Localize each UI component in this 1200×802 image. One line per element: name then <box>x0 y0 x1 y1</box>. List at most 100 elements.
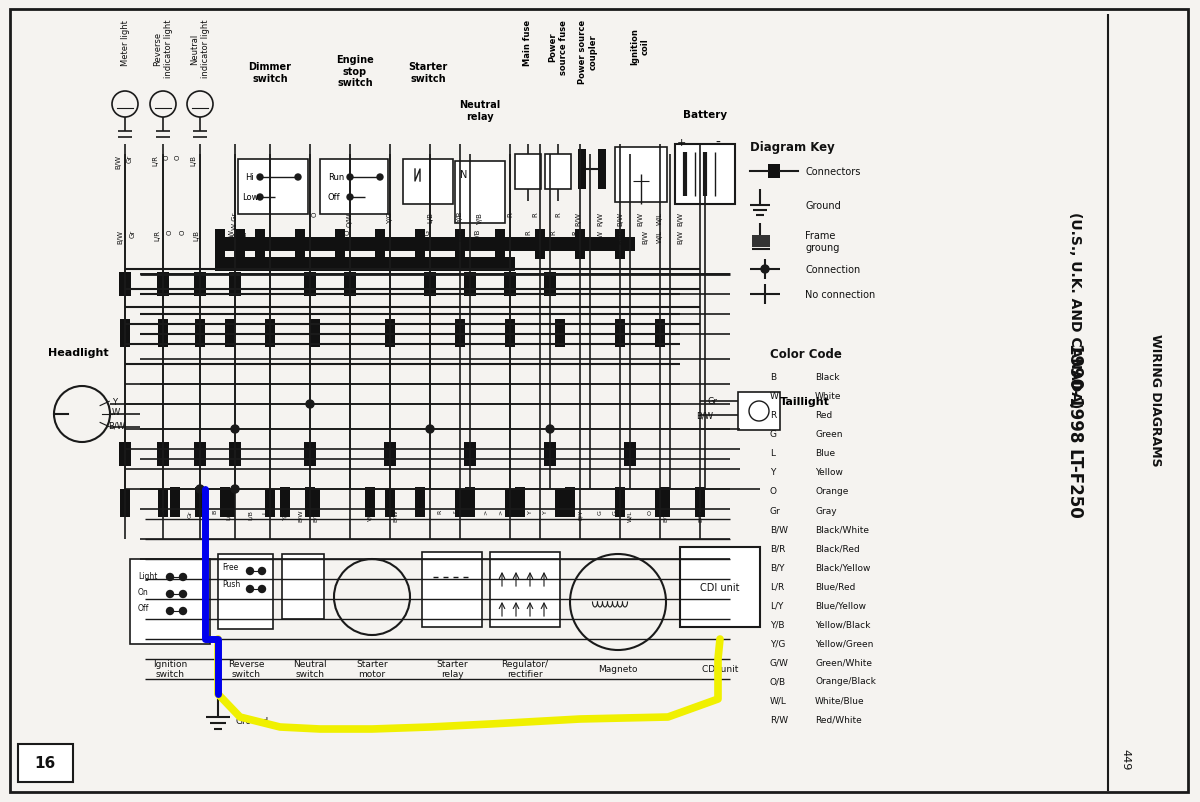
Text: Blue/Red: Blue/Red <box>815 581 856 591</box>
Bar <box>616 489 625 517</box>
Text: B/W: B/W <box>115 155 121 168</box>
Text: Y/B: Y/B <box>770 620 785 629</box>
Text: L/B: L/B <box>193 229 199 241</box>
Text: Low: Low <box>242 193 258 202</box>
Text: > W: > W <box>229 229 235 245</box>
Text: R: R <box>438 509 443 513</box>
Text: R: R <box>532 212 538 217</box>
Text: R: R <box>550 229 556 234</box>
Circle shape <box>258 568 265 575</box>
Text: Ground: Ground <box>805 200 841 211</box>
Bar <box>310 320 320 347</box>
Text: Green/White: Green/White <box>815 658 872 666</box>
Text: Red: Red <box>815 411 833 420</box>
Bar <box>545 155 571 190</box>
Text: Run: Run <box>328 173 344 182</box>
Circle shape <box>167 591 174 597</box>
Bar <box>385 489 395 517</box>
Bar <box>18 744 73 782</box>
Bar <box>455 489 466 517</box>
Text: W/L: W/L <box>770 695 787 705</box>
Bar <box>624 443 636 467</box>
Text: O/W: O/W <box>347 212 353 226</box>
Bar <box>305 488 314 517</box>
Text: -: - <box>715 136 720 150</box>
Text: >: > <box>512 509 517 515</box>
Text: Starter
motor: Starter motor <box>356 659 388 678</box>
Bar <box>616 229 625 260</box>
Text: G: G <box>770 430 778 439</box>
Text: Frame
groung: Frame groung <box>805 231 839 253</box>
Bar <box>774 164 780 179</box>
Text: L/B: L/B <box>247 509 252 519</box>
Bar <box>310 489 320 517</box>
Text: B/W: B/W <box>770 525 788 534</box>
Text: >: > <box>498 509 503 515</box>
Text: R/W: R/W <box>598 212 604 225</box>
Text: R: R <box>572 229 578 234</box>
Text: Black: Black <box>815 373 840 382</box>
Text: Starter
relay: Starter relay <box>436 659 468 678</box>
Text: V/B: V/B <box>367 509 372 520</box>
Text: L/R: L/R <box>770 581 785 591</box>
Text: Neutral
indicator light: Neutral indicator light <box>191 20 210 79</box>
Text: Battery: Battery <box>683 110 727 119</box>
Text: Power
source fuse: Power source fuse <box>548 20 568 75</box>
Text: Blue/Yellow: Blue/Yellow <box>815 601 866 610</box>
Text: Hi: Hi <box>245 173 253 182</box>
Text: >: > <box>482 509 487 515</box>
Bar <box>455 162 505 224</box>
Bar <box>504 273 516 297</box>
Bar <box>119 273 131 297</box>
Text: G: G <box>612 509 618 514</box>
Bar <box>505 489 515 517</box>
Bar <box>575 229 586 260</box>
Text: B/W: B/W <box>118 229 124 244</box>
Text: R: R <box>526 229 530 234</box>
Text: R/W: R/W <box>575 212 581 225</box>
Text: Magneto: Magneto <box>599 664 637 673</box>
Text: Starter
switch: Starter switch <box>408 62 448 83</box>
Text: B/Y: B/Y <box>577 509 582 520</box>
Circle shape <box>306 400 314 408</box>
Text: Green: Green <box>815 430 842 439</box>
Text: L: L <box>263 509 268 512</box>
Circle shape <box>761 265 769 273</box>
Bar <box>415 229 425 260</box>
Text: L/B: L/B <box>427 212 433 223</box>
Text: R: R <box>418 509 422 513</box>
Text: O: O <box>346 229 352 235</box>
Text: Gr: Gr <box>770 506 781 515</box>
Bar <box>157 443 169 467</box>
Text: R: R <box>508 212 514 217</box>
Circle shape <box>257 195 263 200</box>
Text: Blue: Blue <box>815 449 835 458</box>
Bar <box>194 489 205 517</box>
Text: B: B <box>770 373 776 382</box>
Text: B/W: B/W <box>392 509 397 522</box>
Text: B/Y: B/Y <box>203 509 208 520</box>
Text: +: + <box>677 138 685 148</box>
Text: r: r <box>452 509 457 512</box>
Bar <box>535 229 545 260</box>
Text: Regulator/
rectifier: Regulator/ rectifier <box>502 659 548 678</box>
Text: B/Y: B/Y <box>770 563 785 572</box>
Text: Y/G: Y/G <box>425 229 431 241</box>
Bar <box>256 229 265 260</box>
Text: 16: 16 <box>35 755 55 771</box>
Text: O: O <box>770 487 778 496</box>
Bar <box>130 559 210 644</box>
Text: Main fuse: Main fuse <box>523 20 533 66</box>
Text: Color Code: Color Code <box>770 348 842 361</box>
Bar <box>422 553 482 627</box>
Circle shape <box>180 573 186 581</box>
Text: Off: Off <box>138 603 149 612</box>
Text: L/Y: L/Y <box>770 601 784 610</box>
Text: Y: Y <box>770 468 775 477</box>
Text: II: II <box>175 509 180 513</box>
Text: O: O <box>164 155 170 160</box>
Text: Off: Off <box>328 193 341 202</box>
Bar <box>295 229 305 260</box>
Bar <box>554 489 565 517</box>
Bar <box>235 229 245 260</box>
